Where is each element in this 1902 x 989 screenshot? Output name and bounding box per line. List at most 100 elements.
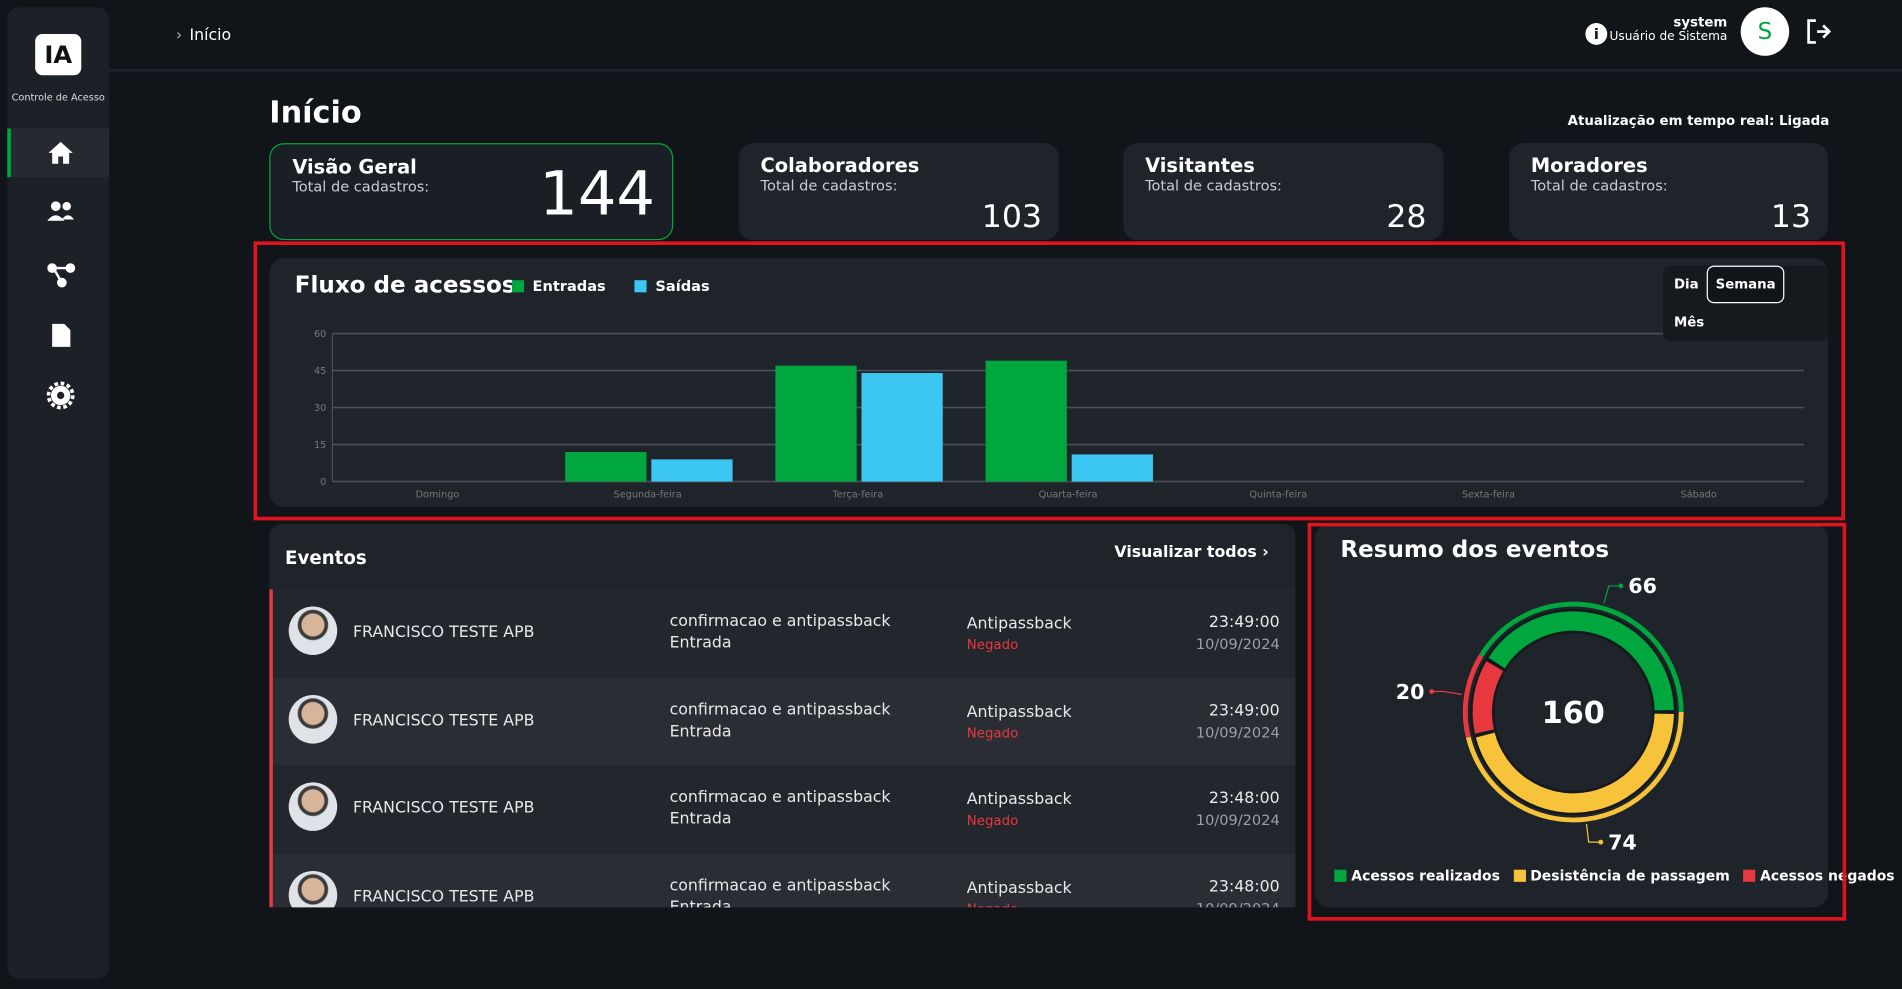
event-type: Antipassback — [966, 614, 1072, 634]
breadcrumb[interactable]: › Início — [175, 26, 232, 45]
event-description: confirmacao e antipassback — [669, 612, 891, 631]
summary-card: Visão Geral Total de cadastros: 144 — [269, 143, 674, 241]
event-time: 23:48:00 — [1208, 789, 1280, 808]
legend-label: Acessos realizados — [1351, 867, 1500, 885]
events-list: FRANCISCO TESTE APB confirmacao e antipas… — [269, 589, 1296, 908]
summary-card: Visitantes Total de cadastros: 28 — [1123, 143, 1444, 241]
donut-outer-segment — [1465, 712, 1684, 823]
event-date: 10/09/2024 — [1195, 723, 1280, 741]
card-title: Visitantes — [1145, 154, 1255, 178]
y-tick-label: 30 — [314, 403, 326, 414]
x-tick-label: Quinta-feira — [1249, 489, 1307, 500]
event-row[interactable]: FRANCISCO TESTE APB confirmacao e antipas… — [272, 765, 1296, 854]
event-photo — [288, 694, 338, 743]
flow-icon[interactable] — [47, 263, 76, 288]
donut-outer-segment — [1462, 654, 1484, 738]
leader-line — [1585, 823, 1601, 843]
event-direction: Entrada — [670, 898, 732, 907]
event-photo — [288, 870, 338, 908]
sidebar: IA Controle de Acesso — [7, 7, 110, 979]
event-row[interactable]: FRANCISCO TESTE APB confirmacao e antipas… — [272, 677, 1296, 766]
legend: Entradas Saídas — [511, 277, 739, 295]
highlight-box — [1307, 522, 1847, 921]
x-tick-label: Domingo — [416, 489, 460, 500]
x-tick-label: Sábado — [1681, 488, 1717, 500]
event-photo — [288, 606, 338, 656]
event-row[interactable]: FRANCISCO TESTE APB confirmacao e antipas… — [272, 853, 1296, 908]
card-value: 28 — [1386, 198, 1427, 236]
card-title: Moradores — [1530, 154, 1648, 178]
period-button[interactable]: Dia — [1673, 276, 1699, 293]
period-button[interactable]: Semana — [1707, 265, 1785, 304]
legend-swatch — [511, 280, 525, 293]
view-all-text[interactable]: Visualizar todos — [1114, 543, 1257, 562]
card-value: 103 — [981, 198, 1042, 236]
event-type: Antipassback — [966, 878, 1072, 898]
legend-label: Desistência de passagem — [1530, 867, 1730, 885]
event-name: FRANCISCO TESTE APB — [352, 799, 535, 818]
legend-item: Acessos realizados — [1334, 867, 1500, 884]
users-icon[interactable] — [47, 201, 74, 221]
logo[interactable]: IA — [35, 33, 82, 76]
realtime-status: Atualização em tempo real: Ligada — [1567, 112, 1830, 129]
user-role: Usuário de Sistema — [1609, 30, 1728, 44]
donut-segment — [1488, 611, 1674, 711]
event-direction: Entrada — [669, 634, 732, 653]
settings-icon[interactable] — [46, 381, 75, 410]
legend-label: Saídas — [655, 277, 710, 295]
event-time: 23:49:00 — [1208, 613, 1280, 632]
event-date: 10/09/2024 — [1195, 811, 1280, 829]
event-status: Negado — [966, 812, 1019, 829]
report-icon[interactable] — [52, 323, 71, 347]
card-label: Total de cadastros: — [1530, 177, 1668, 195]
x-tick-label: Sexta-feira — [1462, 489, 1515, 500]
events-card: Eventos Visualizar todos › FRANCISCO TES… — [269, 524, 1296, 908]
nav-icons — [46, 141, 76, 410]
donut-chart: 66 74 20 160 — [1396, 574, 1684, 854]
x-tick-label: Terça-feira — [831, 489, 883, 500]
header-divider — [109, 69, 1902, 72]
donut-card: 66 74 20 160 Resumo dos eventos Acessos rea… — [1314, 524, 1895, 908]
legend-label: Acessos negados — [1760, 867, 1895, 885]
bar — [985, 360, 1067, 482]
card-label: Total de cadastros: — [1145, 177, 1282, 195]
avatar[interactable]: S — [1740, 7, 1790, 56]
breadcrumb-text[interactable]: Início — [189, 26, 232, 45]
page-title: Início — [269, 94, 362, 130]
bar-chart: 0 15 30 45 60 Domingo Segunda-feira Terça-feira… — [314, 329, 1804, 500]
event-name: FRANCISCO TESTE APB — [352, 623, 535, 642]
legend: Acessos realizados Desistência de passage… — [1334, 867, 1902, 884]
leader-dot — [1429, 689, 1435, 694]
period-button[interactable]: Mês — [1673, 314, 1705, 330]
legend-item: Acessos negados — [1743, 867, 1895, 884]
card-title: Visão Geral — [292, 155, 417, 179]
legend-swatch — [1513, 869, 1526, 882]
event-row[interactable]: FRANCISCO TESTE APB confirmacao e antipas… — [272, 589, 1296, 678]
y-tick-label: 0 — [320, 477, 326, 488]
data-label: 20 — [1396, 680, 1425, 704]
event-name: FRANCISCO TESTE APB — [352, 887, 535, 906]
legend-swatch — [634, 280, 647, 293]
card-label: Total de cadastros: — [292, 178, 430, 196]
donut-total: 160 — [1542, 696, 1605, 731]
home-icon[interactable] — [48, 141, 73, 164]
event-description: confirmacao e antipassback — [669, 700, 891, 719]
view-all[interactable]: Visualizar todos › — [1114, 543, 1269, 562]
donut-segment — [1472, 661, 1504, 734]
bar — [565, 451, 647, 482]
leader-line — [1603, 585, 1621, 604]
donut-outer-segment — [1479, 601, 1684, 713]
user-info: system Usuário de Sistema — [1609, 15, 1727, 44]
event-date: 10/09/2024 — [1196, 899, 1280, 907]
bar — [861, 373, 943, 482]
event-direction: Entrada — [669, 810, 732, 829]
logout-icon[interactable] — [1805, 17, 1834, 46]
event-time: 23:48:00 — [1208, 877, 1280, 896]
info-icon[interactable]: i — [1585, 23, 1608, 45]
period-toggle: Dia SemanaMês — [1663, 265, 1829, 341]
bar — [651, 459, 733, 482]
card-title: Colaboradores — [760, 154, 920, 178]
bar — [775, 365, 857, 482]
user-name: system — [1673, 14, 1728, 31]
